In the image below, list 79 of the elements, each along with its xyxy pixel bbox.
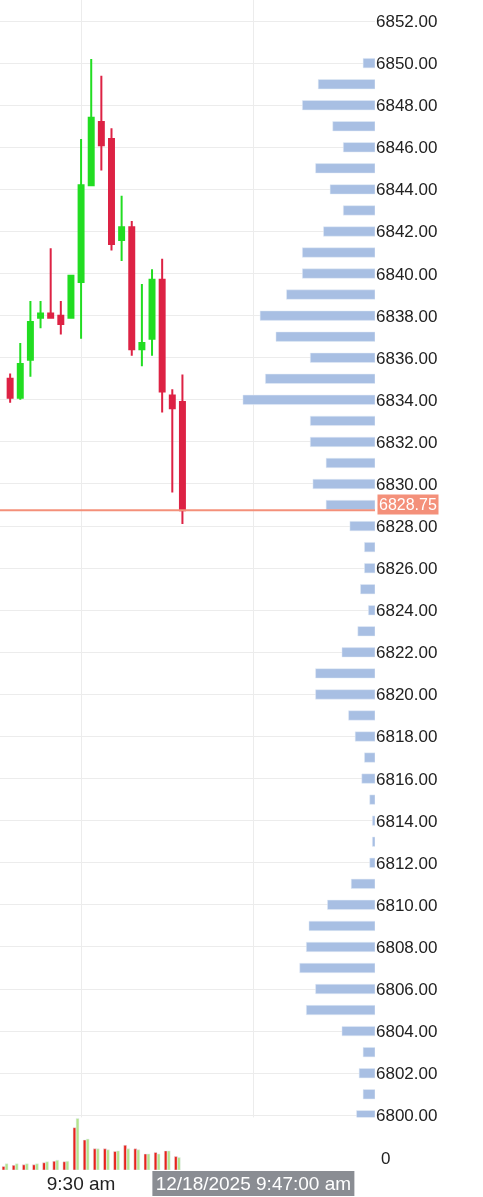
candlestick (37, 299, 45, 330)
candlestick (118, 194, 126, 262)
bar (362, 1047, 375, 1058)
bar (123, 1144, 127, 1170)
y-tick-label: 6822.00 (376, 643, 438, 663)
bar (343, 205, 375, 216)
bar (357, 626, 375, 637)
y-tick-label: 6800.00 (376, 1106, 438, 1126)
bar (265, 373, 375, 384)
candlestick (57, 299, 65, 336)
bar (299, 963, 375, 973)
text: 0 (381, 1149, 391, 1168)
bar (126, 1148, 130, 1170)
y-tick-label: 6840.00 (376, 264, 438, 284)
bar (315, 668, 375, 679)
bar (364, 542, 375, 553)
bar (82, 1139, 87, 1170)
y-tick-label: 6816.00 (376, 769, 438, 789)
candlestick (148, 268, 156, 357)
y-tick-label: 6824.00 (376, 601, 438, 621)
bar (332, 121, 375, 132)
bar (308, 920, 375, 931)
bar (86, 1138, 90, 1170)
y-tick-label: 6850.00 (376, 54, 438, 74)
y-tick-label: 6846.00 (376, 138, 438, 158)
bar (317, 79, 375, 90)
bar (275, 331, 375, 342)
y-tick-label: 6844.00 (376, 180, 438, 200)
bar (348, 710, 375, 721)
candlestick (67, 274, 75, 319)
candlestick (97, 74, 105, 172)
y-tick-label: 6808.00 (376, 937, 438, 957)
y-tick-label: 6830.00 (376, 474, 438, 494)
x-tick-label: 9:30 am (46, 1173, 116, 1194)
y-tick-label: 6834.00 (376, 390, 438, 410)
x-tick-label: 12/18/2025 9:47:00 am (155, 1173, 352, 1194)
candlestick (178, 373, 186, 525)
y-tick-label: 6802.00 (376, 1064, 438, 1084)
bar (310, 415, 375, 426)
bar (350, 878, 375, 889)
y-tick-label: 6832.00 (376, 432, 438, 452)
bar (360, 584, 375, 595)
bar (306, 1005, 375, 1016)
y-tick-label: 6806.00 (376, 979, 438, 999)
bar (369, 794, 375, 805)
ref-line-label: 6828.75 (379, 496, 437, 513)
y-tick-label: 6848.00 (376, 96, 438, 116)
bar (75, 1118, 80, 1170)
y-tick-label: 6826.00 (376, 559, 438, 579)
y-tick-label: 6818.00 (376, 727, 438, 747)
y-tick-label: 6820.00 (376, 685, 438, 705)
candlestick (108, 127, 115, 252)
y-tick-label: 6812.00 (376, 853, 438, 873)
bar (362, 1089, 375, 1100)
bar (364, 752, 375, 763)
y-tick-label: 6804.00 (376, 1022, 438, 1042)
candlestick (47, 247, 55, 319)
y-tick-label: 6828.00 (376, 517, 438, 537)
candlestick (16, 342, 24, 401)
y-tick-label: 6842.00 (376, 222, 438, 242)
y-tick-label: 6836.00 (376, 348, 438, 368)
bar (302, 247, 375, 258)
candlestick (168, 388, 176, 494)
candlestick (158, 257, 166, 414)
candlestick (138, 283, 146, 368)
candlestick (77, 137, 85, 340)
y-tick-label: 6852.00 (376, 11, 438, 31)
bar (325, 457, 375, 468)
candlestick (128, 219, 136, 357)
bar (286, 289, 375, 300)
y-tick-label: 6838.00 (376, 306, 438, 326)
candlestick (6, 372, 14, 404)
bar (372, 836, 375, 847)
bar (136, 1149, 141, 1170)
candlestick (26, 299, 34, 378)
bar (315, 163, 375, 174)
y-tick-label: 6810.00 (376, 895, 438, 915)
candlestick (87, 57, 95, 187)
y-tick-label: 6814.00 (376, 811, 438, 831)
